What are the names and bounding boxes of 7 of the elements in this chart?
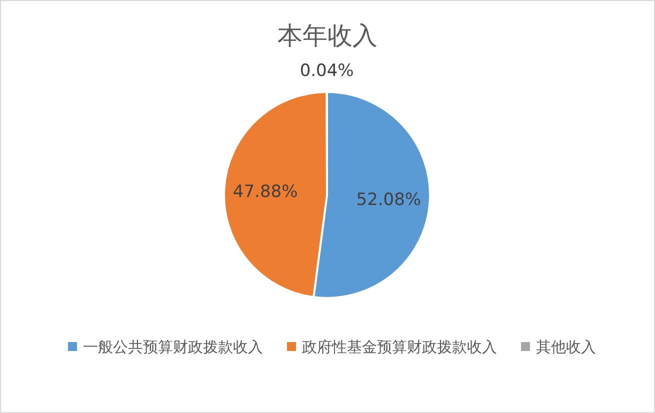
- legend-label: 一般公共预算财政拨款收入: [83, 338, 263, 356]
- legend-label: 其他收入: [536, 338, 596, 356]
- data-label: 0.04%: [300, 61, 354, 81]
- legend-label: 政府性基金预算财政拨款收入: [302, 338, 497, 356]
- chart-title: 本年收入: [278, 21, 378, 50]
- data-label: 52.08%: [356, 190, 422, 210]
- data-label: 47.88%: [232, 182, 298, 202]
